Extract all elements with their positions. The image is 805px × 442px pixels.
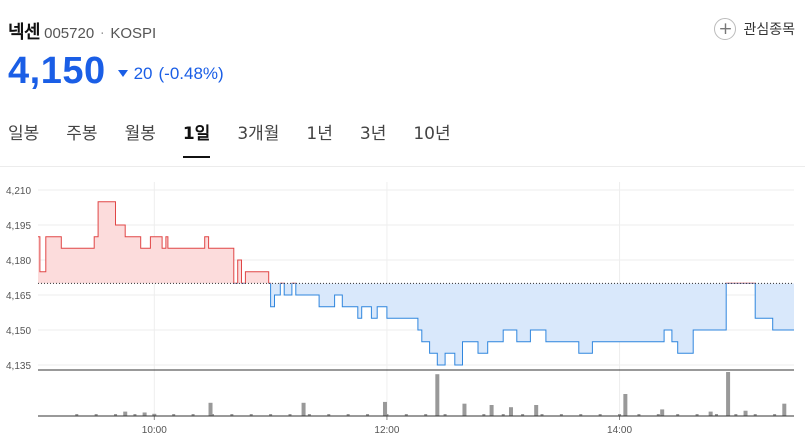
- volume-bar: [753, 414, 757, 416]
- change-percent: (-0.48%): [158, 63, 224, 83]
- volume-bar: [618, 414, 622, 416]
- x-tick-label: 10:00: [142, 425, 167, 436]
- volume-bar: [489, 405, 494, 416]
- volume-bar: [462, 414, 466, 416]
- volume-bar: [366, 414, 370, 416]
- volume-bar: [734, 414, 738, 416]
- y-tick-label: 4,150: [6, 326, 31, 337]
- volume-bar: [75, 414, 79, 416]
- volume-bar: [94, 414, 98, 416]
- plus-circle-icon: +: [714, 18, 737, 40]
- price-line-down: [233, 283, 794, 366]
- volume-bar: [327, 414, 331, 416]
- volume-bar: [598, 414, 602, 416]
- price-line-up: [38, 201, 756, 284]
- tab-divider: [0, 166, 805, 167]
- separator-dot: ·: [100, 27, 105, 42]
- volume-bar: [191, 414, 195, 416]
- add-watchlist-button[interactable]: + 관심종목: [714, 18, 795, 40]
- y-tick-label: 4,165: [6, 291, 31, 302]
- volume-bar: [660, 409, 665, 416]
- volume-bar: [540, 414, 544, 416]
- volume-bar: [462, 403, 467, 416]
- volume-bar: [152, 414, 156, 416]
- volume-bar: [230, 414, 234, 416]
- market-label: KOSPI: [110, 25, 157, 42]
- volume-bar: [249, 414, 253, 416]
- volume-bar: [443, 414, 447, 416]
- volume-bar: [123, 411, 128, 416]
- volume-bar: [508, 407, 513, 416]
- volume-bar: [637, 414, 641, 416]
- volume-bar: [695, 414, 699, 416]
- volume-bar: [404, 414, 408, 416]
- volume-bar: [288, 414, 292, 416]
- stock-name: 넥센: [8, 22, 41, 43]
- tab-monthly[interactable]: 월봉: [124, 124, 156, 144]
- stock-code: 005720: [44, 25, 95, 42]
- volume-bar: [172, 414, 176, 416]
- volume-bar: [782, 403, 787, 416]
- volume-bar: [482, 414, 486, 416]
- volume-bar: [708, 411, 713, 416]
- volume-bar: [623, 394, 628, 416]
- price-change: 20 (-0.48%): [117, 63, 224, 84]
- x-tick-label: 14:00: [607, 425, 632, 436]
- y-tick-label: 4,180: [6, 256, 31, 267]
- volume-bar: [424, 414, 428, 416]
- change-amount: 20: [133, 63, 153, 83]
- volume-bar: [501, 414, 505, 416]
- volume-bar: [385, 414, 389, 416]
- current-price: 4,150: [8, 50, 106, 92]
- stock-header: 넥센 005720 · KOSPI: [8, 18, 156, 44]
- y-tick-label: 4,195: [6, 221, 31, 232]
- volume-bar: [534, 405, 539, 416]
- tab-1day[interactable]: 1일: [182, 119, 211, 158]
- y-tick-label: 4,135: [6, 361, 31, 372]
- price-row: 4,150 20 (-0.48%): [8, 50, 224, 93]
- volume-bar: [676, 414, 680, 416]
- volume-bar: [269, 414, 273, 416]
- volume-bar: [142, 412, 147, 416]
- volume-bar: [656, 414, 660, 416]
- x-tick-label: 12:00: [374, 425, 399, 436]
- y-tick-label: 4,210: [6, 186, 31, 197]
- watchlist-label: 관심종목: [743, 22, 795, 38]
- volume-bar: [521, 414, 525, 416]
- volume-bar: [714, 414, 718, 416]
- price-area-up: [38, 201, 794, 284]
- volume-bar: [301, 402, 306, 416]
- tab-weekly[interactable]: 주봉: [66, 124, 98, 144]
- volume-bar: [346, 414, 350, 416]
- volume-bar: [773, 414, 777, 416]
- volume-bar: [435, 374, 440, 416]
- volume-bar: [114, 414, 118, 416]
- volume-bar: [559, 414, 563, 416]
- down-arrow-icon: [117, 70, 128, 77]
- volume-bar: [579, 414, 583, 416]
- tab-3months[interactable]: 3개월: [237, 124, 280, 144]
- tab-3years[interactable]: 3년: [359, 124, 387, 144]
- tab-10years[interactable]: 10년: [413, 124, 451, 144]
- tab-daily[interactable]: 일봉: [8, 124, 40, 144]
- tab-1year[interactable]: 1년: [306, 124, 333, 144]
- volume-bar: [382, 401, 387, 416]
- volume-bar: [208, 402, 213, 416]
- volume-bar: [743, 410, 748, 416]
- volume-bar: [726, 372, 731, 416]
- volume-bar: [307, 414, 311, 416]
- price-area-down: [270, 283, 794, 365]
- volume-bar: [133, 414, 137, 416]
- period-tabs: 일봉 주봉 월봉 1일 3개월 1년 3년 10년: [8, 119, 478, 158]
- volume-bar: [210, 414, 214, 416]
